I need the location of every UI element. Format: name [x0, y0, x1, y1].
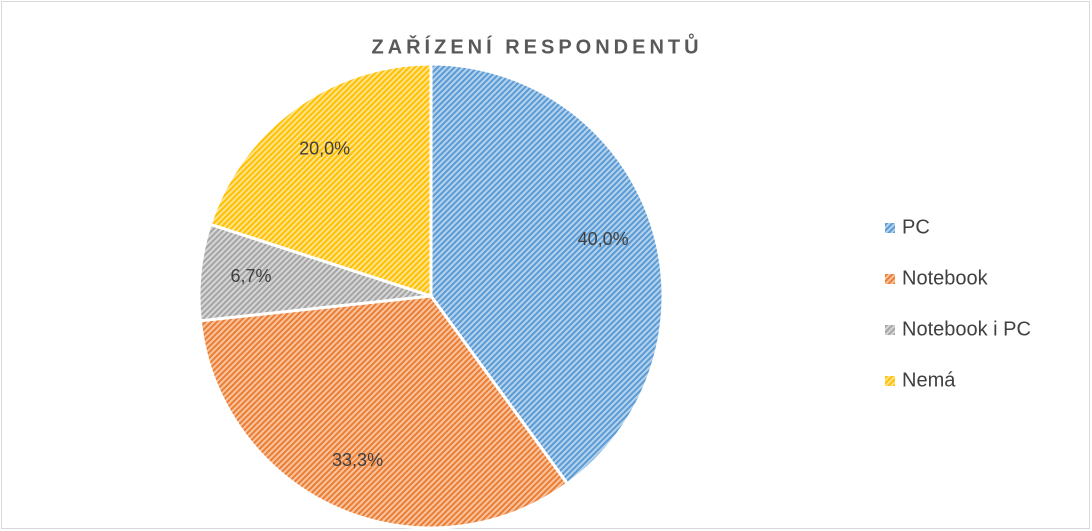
chart-title: ZAŘÍZENÍ RESPONDENTŮ [371, 32, 702, 58]
data-label: 33,3% [332, 450, 383, 470]
legend-label: Notebook i PC [902, 318, 1031, 340]
legend-swatch [885, 325, 895, 335]
legend-swatch [885, 376, 895, 386]
data-label: 6,7% [230, 266, 271, 286]
legend-swatch [885, 223, 895, 233]
legend-label: Nemá [902, 369, 956, 391]
pie-slice [429, 62, 665, 486]
legend-label: PC [902, 216, 930, 238]
legend-label: Notebook [902, 267, 989, 289]
pie-slice [208, 62, 433, 299]
legend-swatch [885, 274, 895, 284]
data-label: 40,0% [578, 229, 629, 249]
pie-slice [198, 294, 570, 530]
data-label: 20,0% [299, 138, 350, 158]
